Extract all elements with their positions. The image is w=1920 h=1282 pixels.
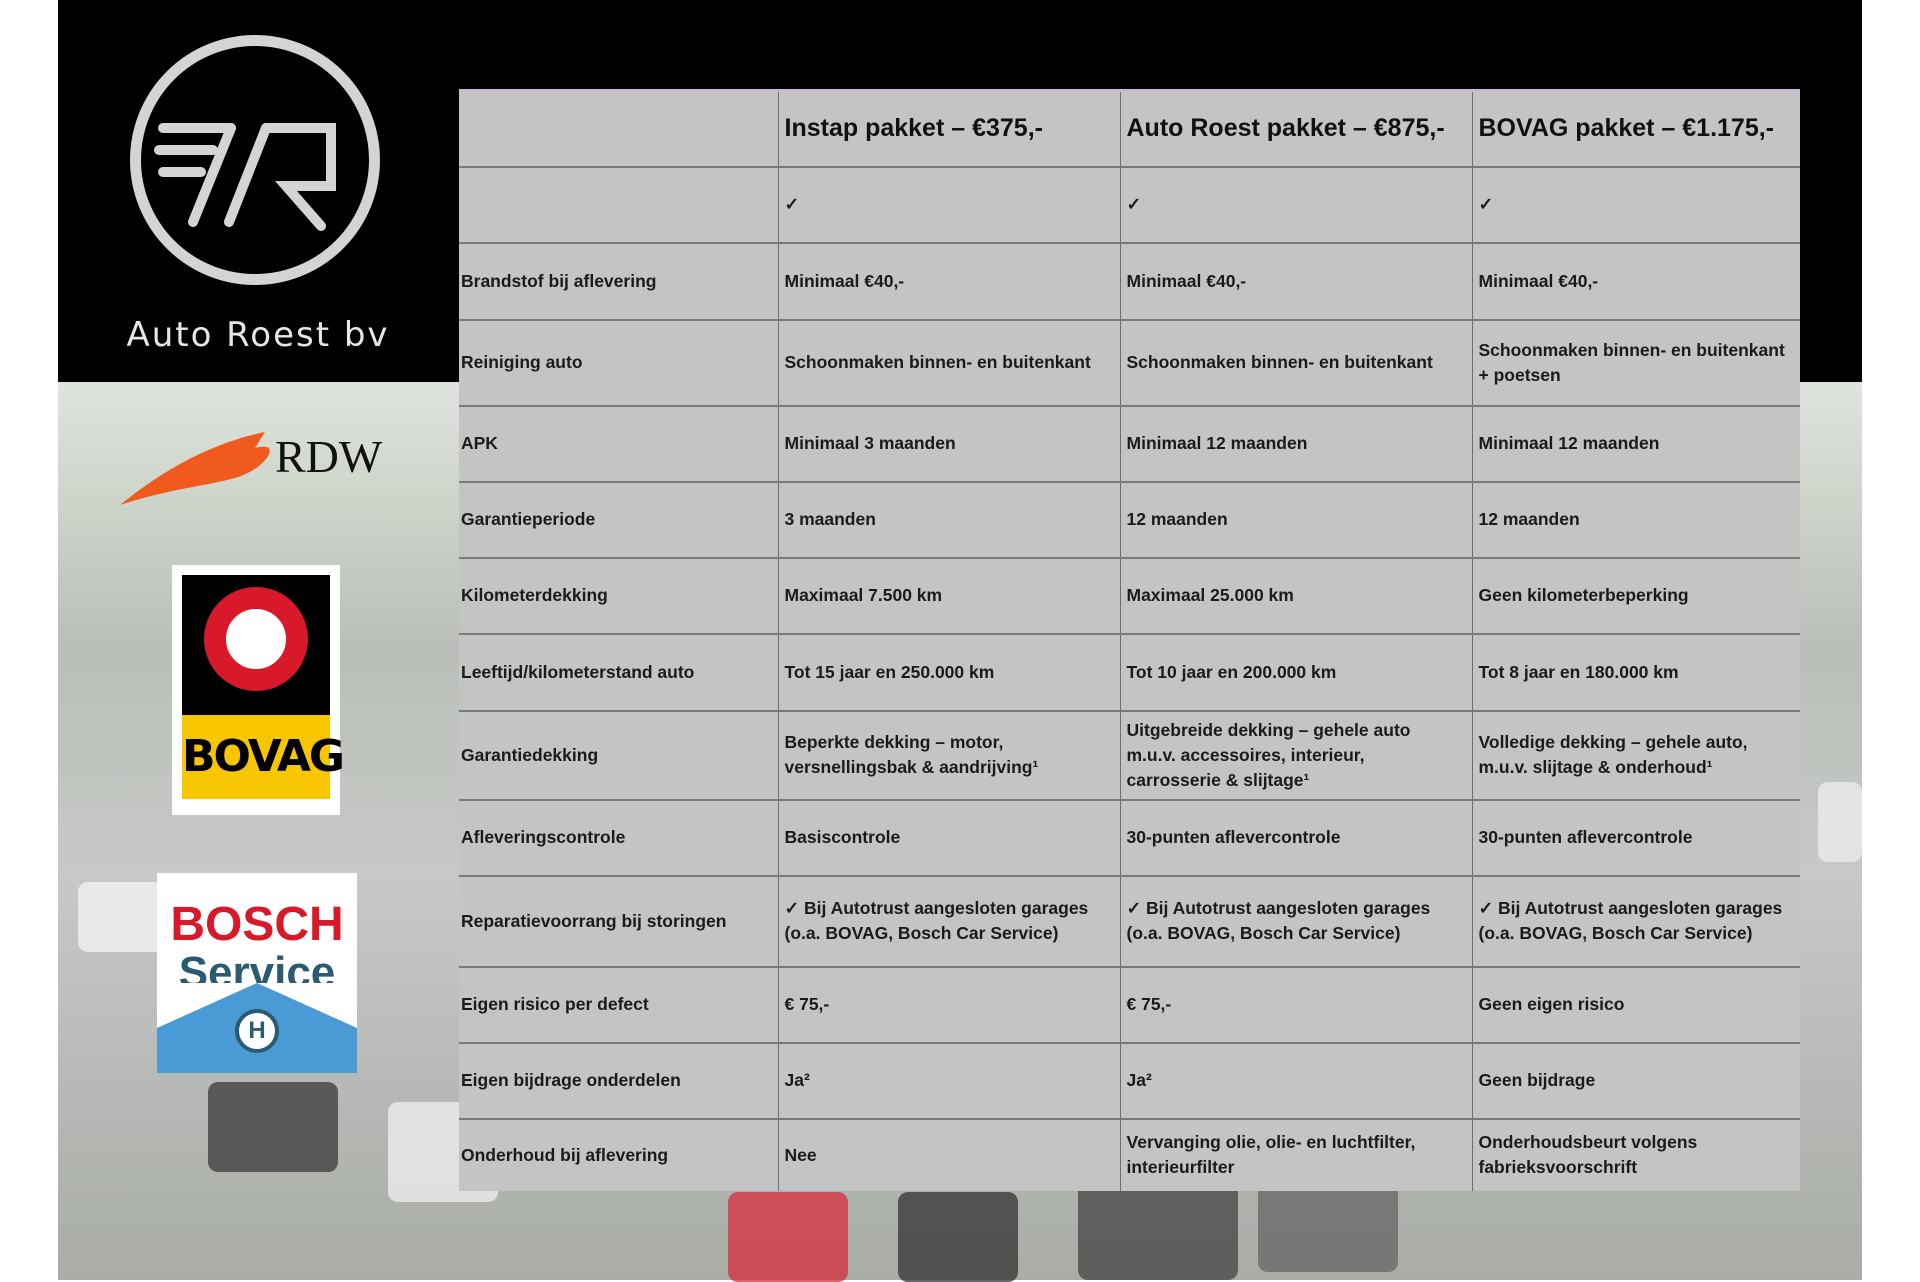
table-row: Eigen bijdrage onderdelen Ja² Ja² Geen bijd…	[459, 1041, 1800, 1119]
bovag-logo-text: BOVAG	[182, 715, 345, 799]
table-cell: Tot 10 jaar en 200.000 km	[1119, 632, 1472, 711]
table-cell: ✓ Bij Autotrust aangesloten garages (o.a…	[777, 874, 1120, 967]
row-label: Reiniging auto	[459, 318, 778, 406]
table-cell: ✓ Bij Autotrust aangesloten garages (o.a…	[1119, 874, 1472, 967]
table-row: Afleveringscontrole Basiscontrole 30-punte…	[459, 798, 1800, 876]
table-cell: Ja²	[1119, 1041, 1472, 1119]
table-cell: Schoonmaken binnen- en buitenkant	[1119, 318, 1472, 406]
table-cell: Minimaal 3 maanden	[777, 404, 1120, 482]
row-label: Eigen bijdrage onderdelen	[459, 1041, 778, 1119]
auto-roest-logo	[130, 35, 380, 285]
table-cell: Minimaal €40,-	[1471, 241, 1800, 320]
table-cell: 3 maanden	[777, 480, 1120, 558]
table-cell: ✓ Bij Autotrust aangesloten garages (o.a…	[1471, 874, 1800, 967]
table-row: Reparatievoorrang bij storingen ✓ Bij Aut…	[459, 874, 1800, 967]
row-label: Brandstof bij aflevering	[459, 241, 778, 320]
column-header: BOVAG pakket – €1.175,-	[1471, 90, 1800, 167]
row-label: Reparatievoorrang bij storingen	[459, 874, 778, 967]
table-cell: Geen kilometerbeperking	[1471, 556, 1800, 634]
table-cell: Vervanging olie, olie- en luchtfilter, i…	[1119, 1117, 1472, 1191]
table-cell: Minimaal 12 maanden	[1471, 404, 1800, 482]
table-cell: € 75,-	[777, 965, 1120, 1043]
table-cell: Maximaal 25.000 km	[1119, 556, 1472, 634]
row-label: Kilometerdekking	[459, 556, 778, 634]
table-cell: 12 maanden	[1471, 480, 1800, 558]
table-row: Reiniging auto Schoonmaken binnen- en bui…	[459, 318, 1800, 406]
table-cell: ✓	[1471, 165, 1800, 243]
table-cell: Ja²	[777, 1041, 1120, 1119]
table-cell: Tot 8 jaar en 180.000 km	[1471, 632, 1800, 711]
bovag-logo: BOVAG	[172, 565, 345, 815]
row-label: Leeftijd/kilometerstand auto	[459, 632, 778, 711]
table-cell: Tot 15 jaar en 250.000 km	[777, 632, 1120, 711]
bosch-service-logo: BOSCH Service H	[157, 873, 357, 1073]
table-header-row: Instap pakket – €375,- Auto Roest pakket …	[459, 90, 1800, 167]
row-label: Onderhoud bij aflevering	[459, 1117, 778, 1191]
table-row: Garantiedekking Beperkte dekking – motor,…	[459, 709, 1800, 800]
table-cell: Onderhoudsbeurt volgens fabrieksvoorschr…	[1471, 1117, 1800, 1191]
row-label: Afleveringscontrole	[459, 798, 778, 876]
table-row: Brandstof bij aflevering Minimaal €40,- Mi…	[459, 241, 1800, 320]
table-cell: 12 maanden	[1119, 480, 1472, 558]
table-row: Kilometerdekking Maximaal 7.500 km Maximaa…	[459, 556, 1800, 634]
row-label	[459, 165, 778, 243]
table-cell: Basiscontrole	[777, 798, 1120, 876]
brand-name: Auto Roest bv	[126, 315, 390, 355]
row-label: Garantiedekking	[459, 709, 778, 800]
column-header	[459, 91, 778, 167]
row-label: Eigen risico per defect	[459, 965, 778, 1043]
table-row: Garantieperiode 3 maanden 12 maanden 12 maa…	[459, 480, 1800, 558]
table-row: APK Minimaal 3 maanden Minimaal 12 maanden…	[459, 404, 1800, 482]
rdw-logo-text: RDW	[275, 431, 383, 482]
bosch-armature-icon: H	[235, 1009, 279, 1053]
table-cell: Volledige dekking – gehele auto, m.u.v. …	[1471, 709, 1800, 800]
table-cell: 30-punten aflevercontrole	[1119, 798, 1472, 876]
bosch-logo-text: BOSCH	[170, 898, 344, 951]
table-cell: Beperkte dekking – motor, versnellingsba…	[777, 709, 1120, 800]
table-row: Leeftijd/kilometerstand auto Tot 15 jaar …	[459, 632, 1800, 711]
table-cell: Geen eigen risico	[1471, 965, 1800, 1043]
table-row: ✓ ✓ ✓	[459, 165, 1800, 243]
rdw-logo	[120, 432, 270, 505]
table-cell: Minimaal €40,-	[1119, 241, 1472, 320]
table-cell: ✓	[777, 165, 1120, 243]
table-cell: Minimaal €40,-	[777, 241, 1120, 320]
table-cell: Maximaal 7.500 km	[777, 556, 1120, 634]
table-cell: Schoonmaken binnen- en buitenkant + poet…	[1471, 318, 1800, 406]
table-cell: Minimaal 12 maanden	[1119, 404, 1472, 482]
row-label: APK	[459, 404, 778, 482]
table-cell: 30-punten aflevercontrole	[1471, 798, 1800, 876]
table-cell: Uitgebreide dekking – gehele auto m.u.v.…	[1119, 709, 1472, 800]
table-cell: Geen bijdrage	[1471, 1041, 1800, 1119]
column-header: Auto Roest pakket – €875,-	[1119, 90, 1472, 167]
table-cell: ✓	[1119, 165, 1472, 243]
table-cell: Nee	[777, 1117, 1120, 1191]
column-header: Instap pakket – €375,-	[777, 90, 1120, 167]
package-comparison-table: Instap pakket – €375,- Auto Roest pakket …	[459, 89, 1800, 1191]
table-cell: Schoonmaken binnen- en buitenkant	[777, 318, 1120, 406]
row-label: Garantieperiode	[459, 480, 778, 558]
table-row: Eigen risico per defect € 75,- € 75,- Geen …	[459, 965, 1800, 1043]
table-row: Onderhoud bij aflevering Nee Vervanging ol…	[459, 1117, 1800, 1191]
table-cell: € 75,-	[1119, 965, 1472, 1043]
